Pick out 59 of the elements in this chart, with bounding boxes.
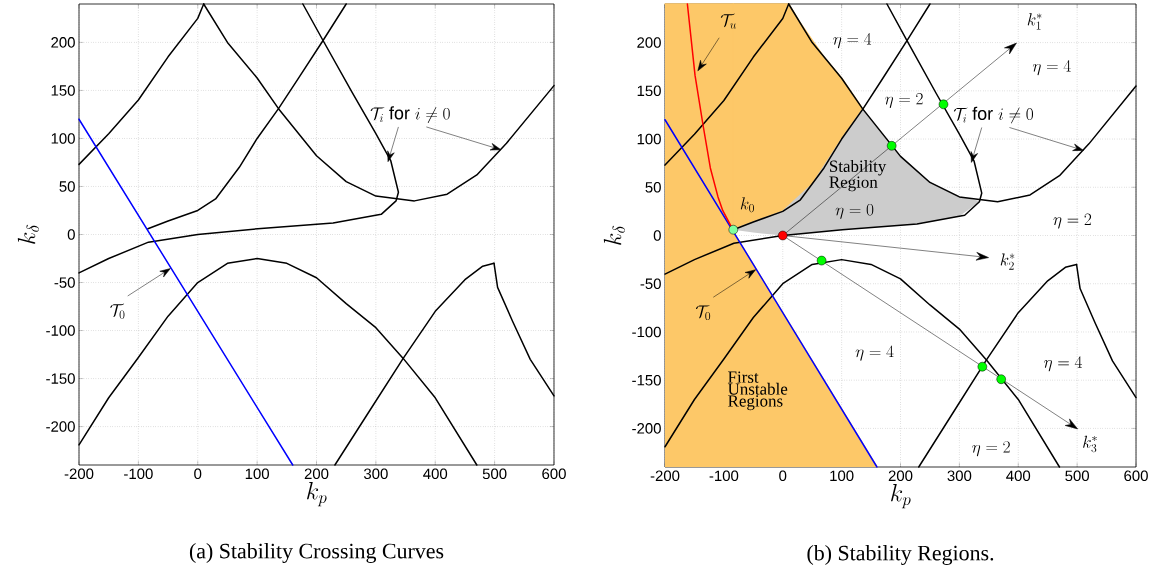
x-tick-label: 600 [542, 468, 566, 480]
y-tick-label: 50 [645, 181, 661, 193]
annotation: $k_2^*$ [1000, 253, 1015, 270]
annotation: $\mathcal{T}_0$ [695, 304, 711, 321]
y-tick-label: 200 [637, 37, 661, 48]
x-tick-label: 300 [363, 468, 388, 480]
annotation: $\eta = 0$ [835, 203, 874, 219]
annotation: First Unstable Regions [727, 371, 788, 411]
x-tick-label: 200 [304, 468, 329, 480]
annotation: $\eta = 2$ [972, 441, 1010, 457]
text: (a) Stability Crossing Curves [189, 543, 444, 563]
annotation: $\eta = 4$ [855, 345, 894, 361]
annotation: $\eta = 2$ [1053, 213, 1092, 229]
x-tick-label: 0 [194, 468, 202, 480]
x-tick-label: 400 [1006, 470, 1031, 482]
x-tick-label: 500 [482, 468, 507, 480]
y-tick-label: -50 [640, 278, 661, 290]
y-tick-label: -50 [54, 277, 75, 288]
x-tick-label: 400 [423, 468, 448, 480]
y-tick-label: -200 [46, 421, 75, 432]
text: (b) Stability Regions. [807, 545, 994, 565]
y-tick-label: 0 [653, 230, 661, 241]
y-tick-label: -100 [632, 326, 661, 338]
x-tick-label: -100 [709, 470, 739, 482]
annotation: $k_3^*$ [1083, 435, 1097, 453]
x-tick-label: 500 [1065, 470, 1090, 482]
x-axis-title: $k_p$ [307, 481, 327, 507]
annotation: $\eta = 4$ [833, 33, 872, 49]
y-tick-label: -150 [46, 373, 75, 384]
y-axis-title: $k_\delta$ [603, 225, 625, 245]
annotation: $\mathcal{T}_u$ [720, 13, 737, 29]
annotation: Stability Region [829, 160, 887, 192]
y-axis-title: $k_\delta$ [17, 224, 39, 244]
y-tick-label: -200 [632, 423, 661, 434]
annotation: $\mathcal{T}_i\ \mathrm{for}\ i \neq 0$ [953, 106, 1034, 124]
x-tick-label: 600 [1124, 470, 1148, 482]
annotation: $\eta = 4$ [1032, 60, 1071, 76]
y-tick-label: 100 [637, 133, 661, 145]
x-axis-title: $k_p$ [891, 483, 911, 509]
annotation: $\eta = 4$ [1044, 356, 1083, 372]
y-tick-label: -100 [46, 325, 75, 336]
y-tick-label: 200 [51, 37, 75, 48]
annotation: $\eta = 2$ [885, 92, 923, 109]
annotation: $k_1^*$ [1027, 13, 1042, 30]
y-tick-label: 50 [59, 181, 75, 192]
x-tick-label: 300 [947, 470, 972, 482]
y-tick-label: -150 [632, 374, 661, 386]
y-tick-label: 150 [637, 85, 661, 97]
x-tick-label: 200 [888, 470, 913, 482]
x-tick-label: 100 [830, 470, 854, 482]
x-tick-label: -100 [124, 468, 153, 480]
annotation: $\mathcal{T}_i\ \mathrm{for}\ i \neq 0$ [370, 106, 450, 123]
x-tick-label: 0 [779, 470, 787, 482]
y-tick-label: 100 [51, 133, 75, 144]
x-tick-label: 100 [245, 468, 269, 480]
annotation: $k_0$ [740, 197, 754, 213]
annotation: $\mathcal{T}_0$ [110, 303, 125, 319]
y-tick-label: 0 [67, 229, 75, 240]
y-tick-label: 150 [51, 85, 75, 96]
